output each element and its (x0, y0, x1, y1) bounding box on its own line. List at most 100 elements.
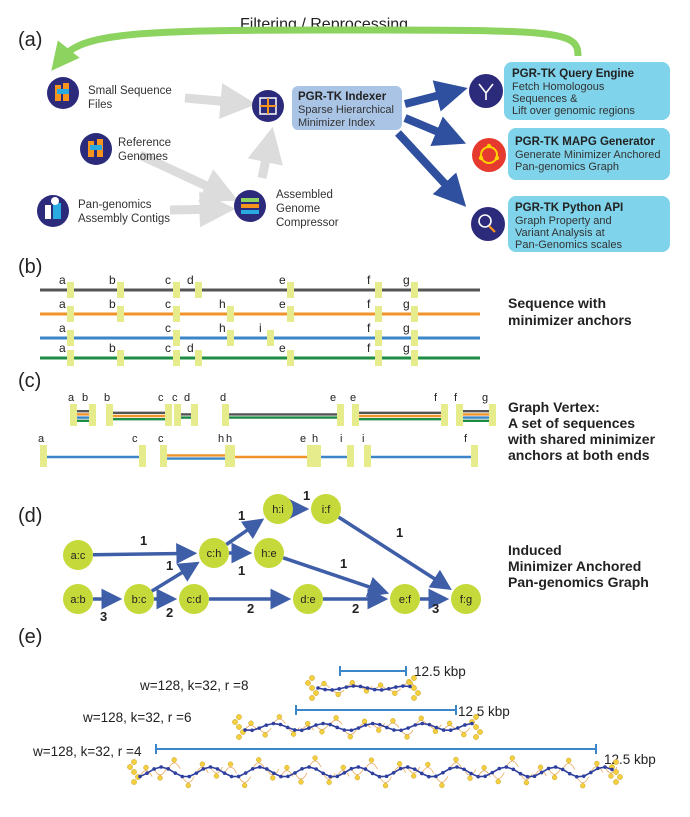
path-node (420, 721, 425, 726)
path-node (384, 774, 389, 779)
graph-edge (282, 556, 390, 597)
bubble-node (617, 774, 623, 780)
graph-edges: 1 3 1 2 1 1 1 1 1 2 2 3 (92, 488, 452, 624)
vertex-from-label: e (350, 392, 356, 404)
minimizer-anchor (67, 282, 74, 298)
bubble-edge (153, 768, 167, 776)
path-node (208, 765, 213, 769)
graph-edge (225, 518, 265, 546)
bubble-edge (365, 762, 378, 770)
path-node (138, 774, 142, 779)
edge-weight-label: 1 (238, 563, 245, 578)
path-node (462, 767, 466, 772)
vertex-from-label: d (220, 392, 226, 404)
path-node (335, 725, 340, 730)
path-node (300, 766, 304, 771)
bubble-node (453, 756, 459, 763)
bubble-node (227, 761, 234, 767)
bubble-edge (449, 762, 463, 769)
bubble-edge (386, 722, 400, 728)
python-api-box (508, 196, 670, 252)
vertex-from-label: h (312, 433, 318, 445)
bubble-node (411, 675, 417, 681)
bubble-node (319, 729, 325, 735)
path-node (427, 722, 432, 727)
bubble-node (467, 775, 473, 781)
vertex-from-label: a (38, 433, 45, 445)
bubble-edge (167, 762, 181, 770)
path-node (405, 765, 410, 769)
graph-node (63, 540, 93, 570)
minimizer-anchor (117, 306, 124, 322)
indexer-box (292, 86, 402, 130)
anchor-label: f (367, 273, 371, 287)
mapg-generator-title: PGR-TK MAPG Generator (515, 136, 655, 148)
path-node (278, 722, 283, 727)
path-node (250, 767, 255, 771)
path-node (201, 767, 206, 771)
edge-weight-label: 2 (166, 605, 173, 620)
bubble-edge (350, 768, 364, 776)
bubble-node (613, 769, 619, 775)
path-node (441, 728, 446, 732)
vertex-end-anchor (347, 445, 354, 467)
path-node (463, 723, 467, 727)
graph-node (254, 538, 284, 568)
graph-node (179, 584, 209, 614)
bubble-node (312, 755, 318, 761)
mapg-generator-desc: Generate Minimizer Anchored Pan-genomics… (515, 149, 664, 173)
bubble-node (347, 734, 353, 740)
query-engine-box (504, 62, 670, 120)
path-node (379, 688, 384, 692)
edge-weight-label: 1 (238, 508, 245, 523)
bubble-node (523, 779, 530, 786)
bubble-edge (457, 727, 471, 733)
path-node (553, 765, 558, 769)
bubble-edge (576, 776, 590, 784)
bubble-node (143, 764, 149, 771)
sequence-rows: a b c d e f g a b c h e f g a c h i f g a b c d e f g (40, 273, 480, 366)
mapg-generator-box (508, 128, 670, 180)
query-engine-icon (469, 74, 503, 108)
vertex-start-anchor (106, 404, 113, 426)
bubble-node (377, 682, 384, 688)
path-node (236, 774, 241, 779)
path-node (222, 771, 227, 775)
bubble-edge (196, 766, 209, 774)
graph-edge (150, 561, 200, 593)
graph-node (390, 584, 420, 614)
minimizer-anchor (195, 350, 202, 366)
path-node (372, 687, 377, 692)
bubble-edge (435, 776, 449, 783)
anchor-label: d (187, 273, 194, 287)
bubble-node (461, 732, 467, 738)
path-node (603, 765, 607, 769)
bubble-node (199, 761, 206, 767)
vertex-start-anchor (364, 445, 371, 467)
minimizer-anchor (375, 350, 382, 366)
bubble-node (270, 775, 276, 781)
bubble-node (594, 760, 600, 767)
path-node (370, 721, 375, 726)
path-node (448, 728, 453, 733)
path-node (257, 726, 261, 730)
minimizer-anchor (375, 282, 382, 298)
bubble-edge (273, 718, 286, 724)
output-mapg-generator: PGR-TK MAPG Generator Generate Minimizer… (472, 128, 670, 180)
path-node (539, 770, 544, 775)
anchor-label: c (165, 341, 171, 355)
path-node (152, 767, 156, 771)
bubble-node (608, 773, 614, 779)
path-node (392, 728, 396, 732)
path-node (166, 767, 170, 771)
path-node (574, 774, 579, 779)
bubble-node (236, 724, 242, 730)
bubble-node (171, 757, 177, 763)
anchor-label: f (367, 297, 371, 311)
vertex-from-label: c (172, 392, 178, 404)
bubble-node (411, 695, 417, 701)
bubble-node (368, 757, 375, 763)
graph-node-label: i:f (322, 504, 332, 516)
bubble-node (309, 675, 315, 681)
vertex-from-label: h (226, 433, 232, 445)
